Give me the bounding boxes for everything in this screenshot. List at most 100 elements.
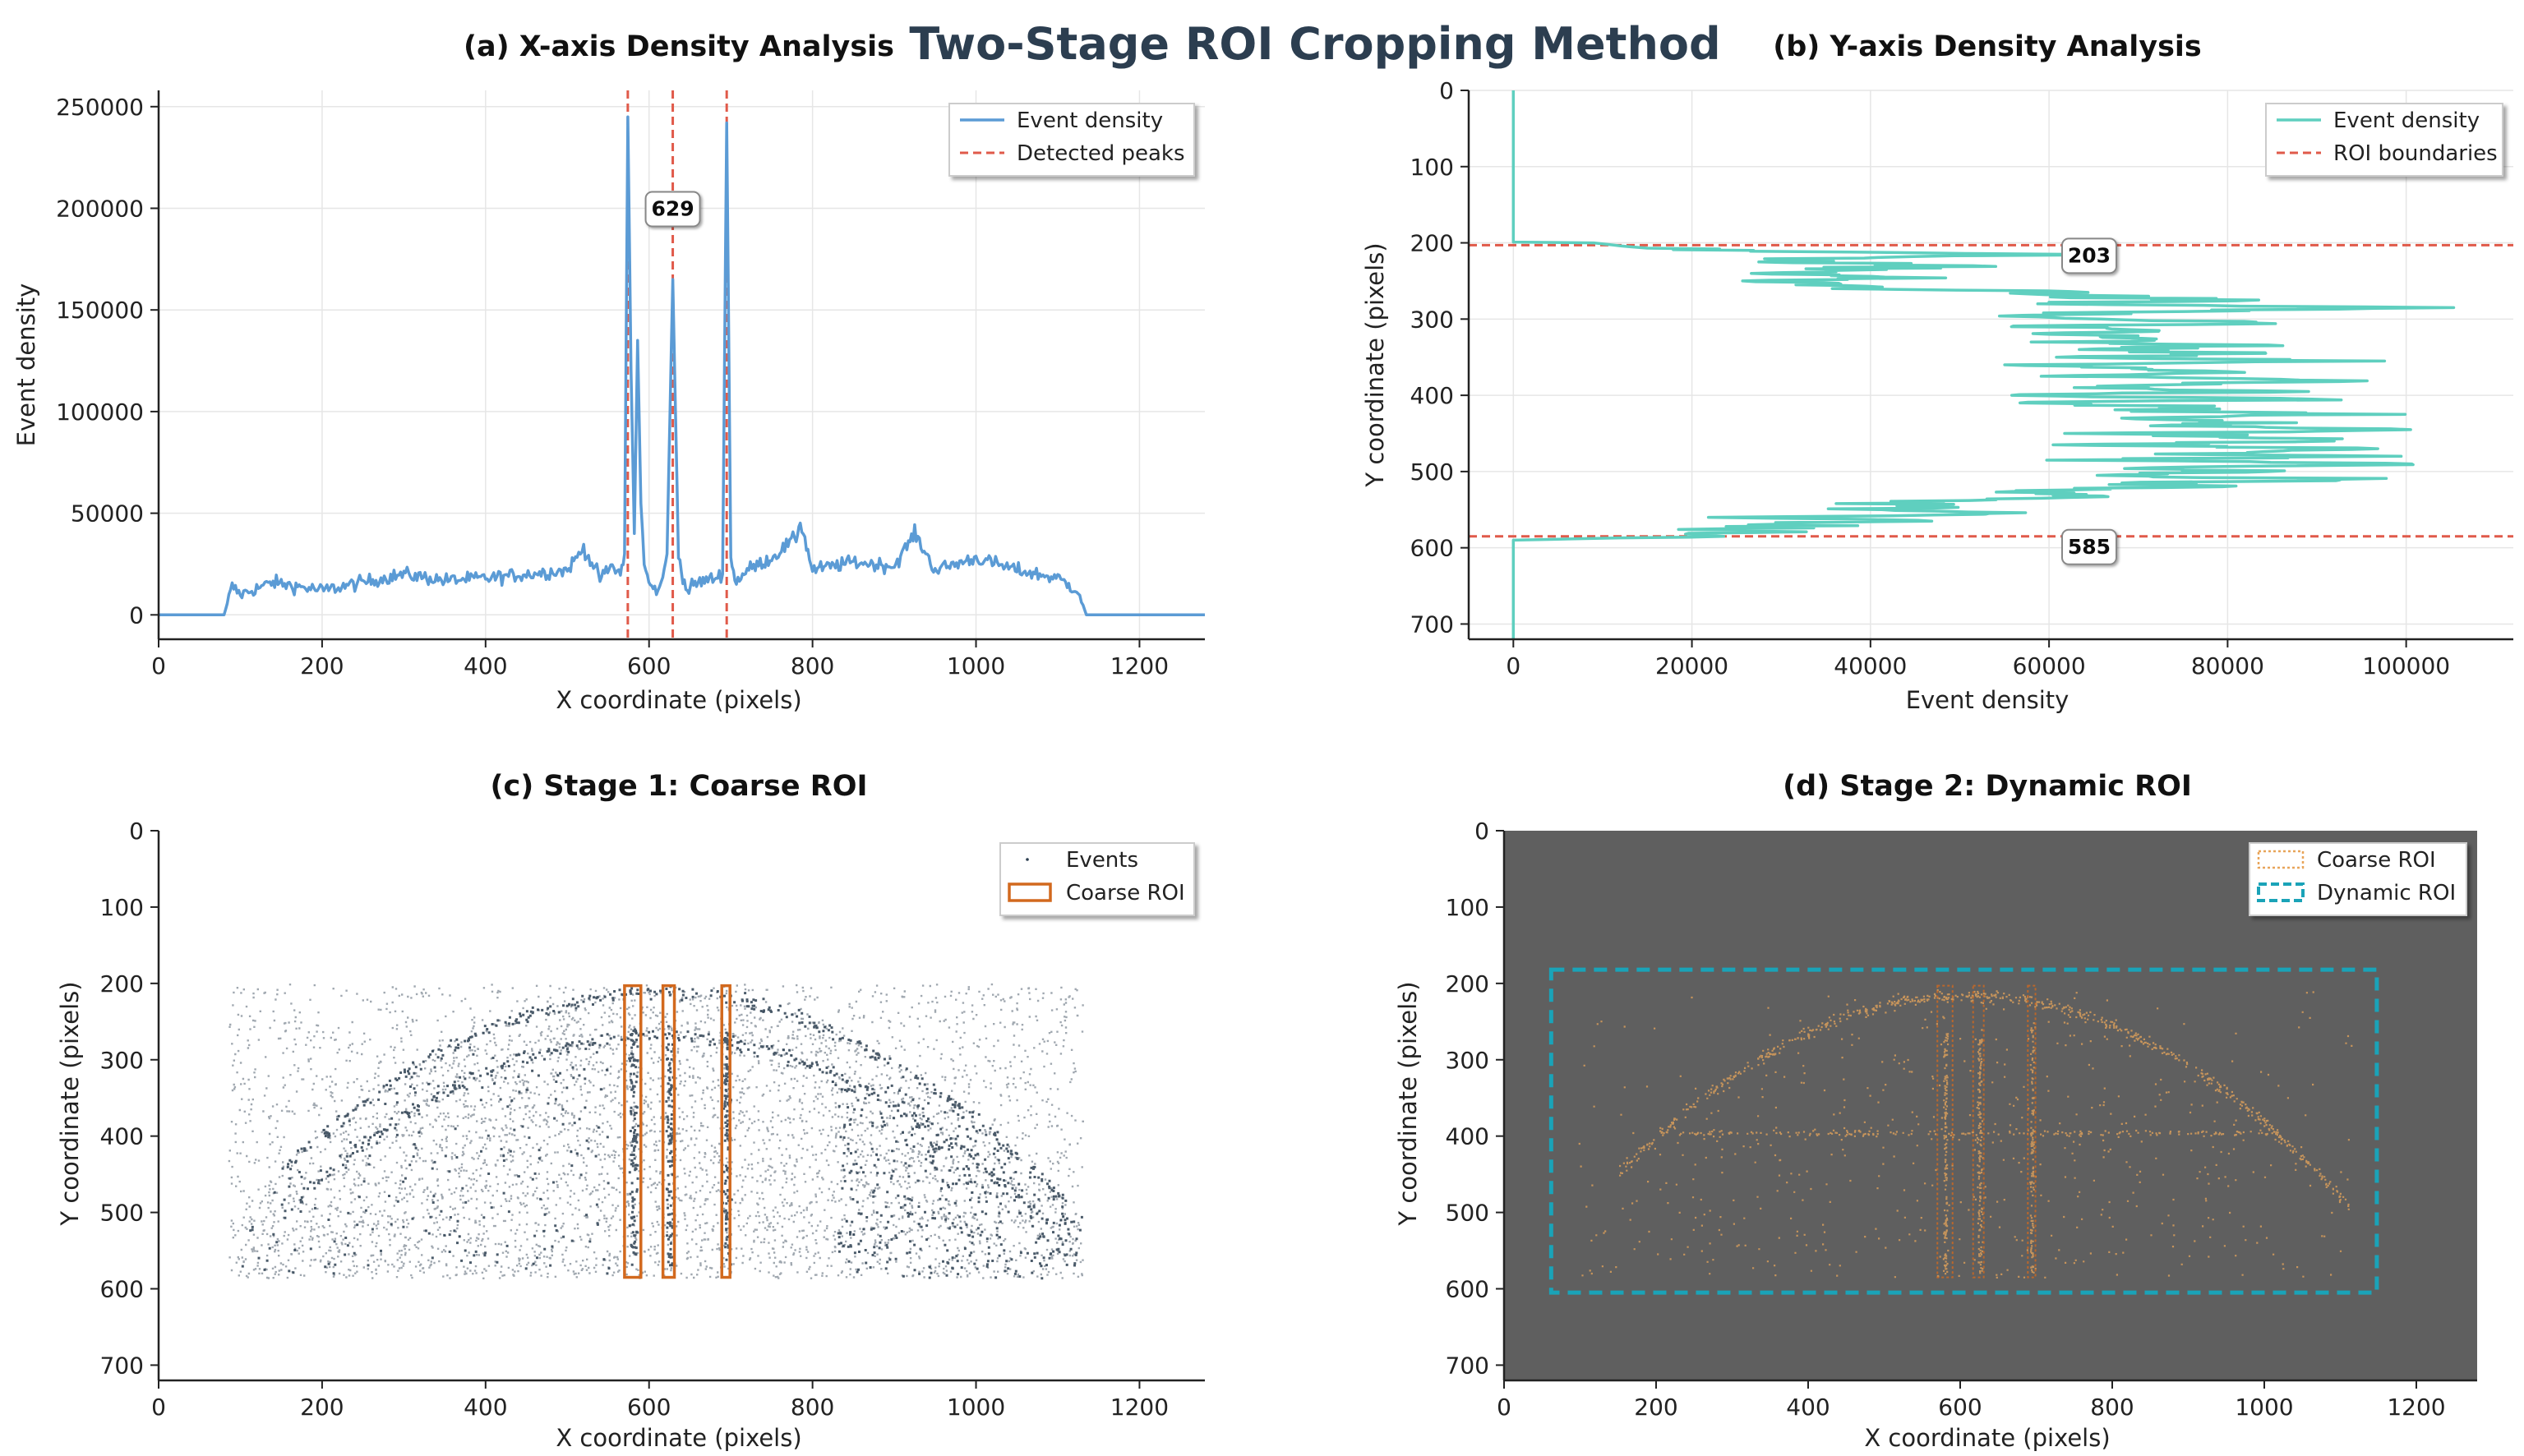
- y-tick-label: 0: [1474, 818, 1489, 845]
- y-tick-label: 400: [1410, 382, 1454, 409]
- y-tick-label: 50000: [71, 500, 144, 528]
- panel-c-ylabel: Y coordinate (pixels): [56, 981, 84, 1226]
- scatter-events-warm: [1578, 989, 2353, 1279]
- panel-d-axes: 0 200 400 600 800 1000 1200 0 100 200 300 400 500 600…: [1446, 818, 2477, 1421]
- panel-b-legend: Event density ROI boundaries: [2265, 103, 2503, 177]
- panel-a-ylabel: Event density: [12, 283, 40, 447]
- panel-b-annotation-label-203: 203: [2068, 243, 2111, 267]
- y-tick-label: 100: [100, 894, 144, 921]
- figure-title: Two-Stage ROI Cropping Method: [909, 18, 1720, 70]
- x-tick-label: 40000: [1834, 652, 1907, 680]
- y-tick-label: 600: [1446, 1276, 1489, 1303]
- panel-a-xlabel: X coordinate (pixels): [556, 686, 801, 714]
- legend-label-coarse-roi: Coarse ROI: [1066, 881, 1185, 905]
- x-tick-label: 200: [300, 652, 344, 680]
- y-tick-label: 200: [1410, 230, 1454, 257]
- legend-label-coarse-roi-d: Coarse ROI: [2317, 848, 2436, 873]
- x-tick-label: 0: [151, 652, 166, 680]
- x-tick-label: 1200: [2387, 1394, 2445, 1421]
- x-tick-label: 60000: [2013, 652, 2086, 680]
- x-tick-label: 200: [1634, 1394, 1677, 1421]
- x-tick-label: 600: [627, 1394, 671, 1421]
- panel-c-xlabel: X coordinate (pixels): [556, 1424, 801, 1452]
- y-tick-label: 700: [1446, 1352, 1489, 1379]
- y-tick-label: 100000: [56, 399, 144, 426]
- y-tick-label: 150000: [56, 297, 144, 324]
- panel-c-legend: Events Coarse ROI: [999, 842, 1195, 916]
- legend-label-events: Events: [1066, 848, 1138, 873]
- coarse-roi-box-dotted: [1972, 984, 1985, 1279]
- panel-b-title: (b) Y-axis Density Analysis: [1773, 30, 2202, 63]
- panel-b-y-density: (b) Y-axis Density Analysis 0 20000 40000 6…: [1361, 30, 2513, 714]
- x-tick-label: 1000: [947, 652, 1005, 680]
- y-tick-label: 500: [1446, 1200, 1489, 1227]
- panel-d-dynamic-roi: (d) Stage 2: Dynamic ROI 0 200 400 600 800 10…: [1394, 770, 2477, 1452]
- y-tick-label: 300: [1410, 306, 1454, 333]
- y-tick-label: 0: [129, 818, 144, 845]
- y-tick-label: 100: [1446, 894, 1489, 921]
- x-tick-label: 1200: [1110, 652, 1169, 680]
- panel-d-title: (d) Stage 2: Dynamic ROI: [1783, 770, 2192, 803]
- x-tick-label: 100000: [2362, 652, 2450, 680]
- panel-c-axes: 0 200 400 600 800 1000 1200 0 100 200 300 400 500 600…: [100, 818, 1205, 1421]
- panel-a-title: (a) X-axis Density Analysis: [464, 30, 894, 63]
- coarse-roi-box: [661, 984, 676, 1279]
- coarse-roi-box: [720, 984, 731, 1279]
- y-tick-label: 500: [1410, 458, 1454, 486]
- panel-c-coarse-roi-boxes: [623, 984, 731, 1279]
- panel-b-annotation-label-585: 585: [2068, 535, 2111, 559]
- x-tick-label: 800: [2090, 1394, 2134, 1421]
- x-tick-label: 400: [464, 652, 507, 680]
- panel-c-coarse-roi: (c) Stage 1: Coarse ROI 0 200 400 600 800 100…: [56, 770, 1205, 1452]
- legend-swatch-coarse-roi: [1008, 882, 1052, 902]
- panel-b-annotation-585: 585: [2060, 528, 2117, 565]
- panel-c-title: (c) Stage 1: Coarse ROI: [490, 770, 867, 803]
- y-tick-label: 400: [1446, 1123, 1489, 1150]
- coarse-roi-box-dotted: [2027, 984, 2037, 1279]
- panel-d-dark-background: [1504, 831, 2477, 1380]
- legend-label-event-density-b: Event density: [2333, 108, 2480, 133]
- panel-d-ylabel: Y coordinate (pixels): [1394, 981, 1422, 1226]
- y-tick-label: 300: [1446, 1047, 1489, 1074]
- legend-swatch-coarse-roi-d: [2257, 850, 2305, 869]
- panel-d-dynamic-roi-box: [1548, 967, 2379, 1295]
- panel-a-density-line: [159, 115, 1205, 617]
- y-tick-label: 0: [129, 601, 144, 629]
- x-tick-label: 80000: [2191, 652, 2264, 680]
- x-tick-label: 0: [151, 1394, 166, 1421]
- panel-d-coarse-roi-boxes: [1936, 984, 2037, 1279]
- x-tick-label: 800: [791, 652, 834, 680]
- y-tick-label: 200: [100, 970, 144, 998]
- panel-b-roi-boundaries: [1469, 243, 2513, 538]
- panel-b-xlabel: Event density: [1906, 686, 2069, 714]
- legend-label-dynamic-roi: Dynamic ROI: [2317, 881, 2456, 905]
- y-tick-label: 100: [1410, 154, 1454, 181]
- panel-b-axes: 0 20000 40000 60000 80000 100000 0 100 200 300 400…: [1410, 77, 2513, 680]
- panel-a-x-density: (a) X-axis Density Analysis 0 200 400 600 80…: [12, 30, 1205, 714]
- panel-d-event-scatter: [1578, 989, 2353, 1279]
- x-tick-label: 1000: [947, 1394, 1005, 1421]
- x-tick-label: 20000: [1655, 652, 1728, 680]
- panel-a-annotation-629: 629: [644, 191, 701, 228]
- coarse-roi-box: [623, 984, 643, 1279]
- panel-a-legend: Event density Detected peaks: [948, 103, 1195, 177]
- x-tick-label: 1000: [2235, 1394, 2293, 1421]
- y-tick-label: 500: [100, 1200, 144, 1227]
- legend-label-event-density: Event density: [1017, 108, 1163, 133]
- panel-b-ylabel: Y coordinate (pixels): [1361, 242, 1389, 487]
- panel-d-xlabel: X coordinate (pixels): [1864, 1424, 2110, 1452]
- panel-a-annotation-label: 629: [651, 196, 694, 220]
- x-tick-label: 0: [1506, 652, 1520, 680]
- scatter-events-light: [228, 983, 1085, 1279]
- panel-a-axes: 0 200 400 600 800 1000 1200 0 50000 100000 150000 2…: [56, 90, 1205, 680]
- x-tick-label: 800: [791, 1394, 834, 1421]
- legend-label-roi-boundaries: ROI boundaries: [2333, 141, 2498, 166]
- y-tick-label: 400: [100, 1123, 144, 1150]
- x-tick-label: 400: [1786, 1394, 1830, 1421]
- y-tick-label: 300: [100, 1047, 144, 1074]
- panel-d-legend: Coarse ROI Dynamic ROI: [2249, 842, 2467, 916]
- y-tick-label: 250000: [56, 94, 144, 121]
- x-tick-label: 600: [1938, 1394, 1982, 1421]
- y-tick-label: 200000: [56, 195, 144, 222]
